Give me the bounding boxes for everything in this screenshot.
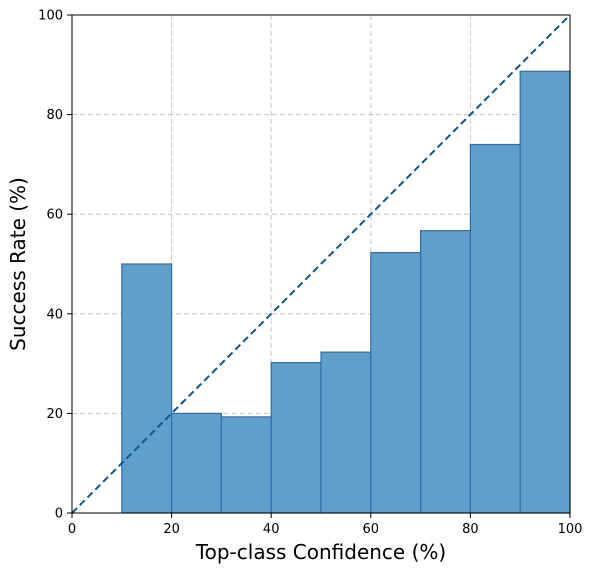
y-tick-label: 100 — [38, 9, 63, 24]
plot-frame — [71, 14, 571, 514]
y-axis-title: Success Rate (%) — [6, 177, 30, 351]
histogram-bar — [469, 143, 521, 514]
histogram-bar — [270, 362, 322, 514]
x-tick-label: 40 — [263, 522, 280, 537]
x-axis-ticks: 0 20 40 60 80 100 — [68, 513, 583, 537]
histogram-bar — [220, 416, 272, 514]
histogram-bar — [171, 412, 223, 514]
bars — [121, 70, 571, 514]
x-tick-label: 60 — [363, 522, 380, 537]
x-tick-label: 80 — [462, 522, 479, 537]
x-tick-label: 20 — [163, 522, 180, 537]
histogram-bar — [320, 351, 372, 514]
x-tick-label: 0 — [68, 522, 76, 537]
perfect-calibration-line — [71, 14, 571, 514]
x-axis-title: Top-class Confidence (%) — [195, 540, 446, 564]
histogram-bar — [519, 70, 571, 514]
y-tick-label: 40 — [46, 307, 63, 322]
histogram-bar — [370, 251, 422, 514]
y-tick-label: 0 — [55, 507, 63, 522]
y-tick-label: 80 — [46, 108, 63, 123]
histogram-bar — [420, 230, 472, 514]
y-tick-label: 60 — [46, 208, 63, 223]
y-tick-label: 20 — [46, 407, 63, 422]
x-tick-label: 100 — [558, 522, 583, 537]
histogram-bar — [121, 263, 173, 514]
y-axis-ticks: 0 20 40 60 80 100 — [38, 9, 72, 522]
